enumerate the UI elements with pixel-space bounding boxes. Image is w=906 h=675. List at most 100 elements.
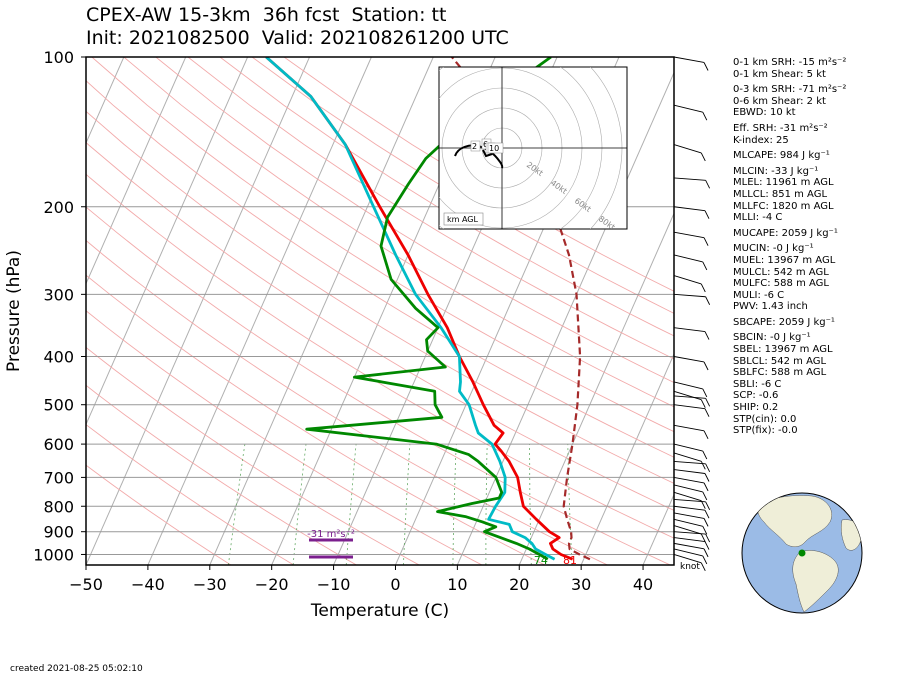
isotherm-line xyxy=(86,57,187,285)
wind-barb xyxy=(673,356,705,363)
wind-barb xyxy=(673,293,706,298)
x-tick-label: 30 xyxy=(571,575,591,594)
wind-barb-flag xyxy=(705,463,711,472)
dry-adiabat-line xyxy=(86,141,674,511)
wind-barb-flag xyxy=(702,261,708,271)
dry-adiabat-line xyxy=(86,173,674,539)
x-tick-label: −10 xyxy=(317,575,351,594)
wind-barb-flag xyxy=(704,210,710,219)
chart-title-line-2: Init: 2021082500 Valid: 202108261200 UTC xyxy=(86,27,509,49)
sounding-index: MUCAPE: 2059 J kg⁻¹ xyxy=(733,227,838,239)
station-location-marker xyxy=(798,549,806,557)
wind-barb xyxy=(673,554,702,564)
wind-barb xyxy=(673,491,702,502)
y-axis-ticks: 100 200 300 400 500 600 700 800 900 1000 xyxy=(33,48,86,564)
wind-barb-flag xyxy=(703,237,709,246)
y-tick-label: 400 xyxy=(43,348,74,367)
wind-barb-flag xyxy=(702,491,708,501)
sounding-index: 0-6 km Shear: 2 kt xyxy=(733,95,826,107)
surface-value-labels: 74 81 xyxy=(534,554,577,567)
sounding-index: 0-3 km SRH: -71 m²s⁻² xyxy=(733,84,847,96)
wind-barb xyxy=(673,390,702,401)
sounding-index: SBCAPE: 2059 J kg⁻¹ xyxy=(733,316,835,328)
dry-adiabat-line xyxy=(155,57,674,384)
isotherm-line xyxy=(86,57,310,565)
dry-adiabat-line xyxy=(86,310,483,565)
wind-barb-flag xyxy=(705,533,711,543)
sounding-index: MLCAPE: 984 J kg⁻¹ xyxy=(733,150,830,162)
wind-barb-flag xyxy=(700,283,706,293)
mixing-ratio-line xyxy=(403,444,411,565)
y-tick-label: 600 xyxy=(43,435,74,454)
isotherm-line xyxy=(580,352,674,565)
wind-barb xyxy=(673,498,706,503)
north-america-landmass xyxy=(757,495,832,547)
sounding-indices-panel: 0-1 km SRH: -15 m²s⁻² 0-1 km Shear: 5 kt 0… xyxy=(733,57,846,437)
wind-barb-flag xyxy=(703,548,709,558)
effective-srh-bar: -31 m²s⁻² xyxy=(307,529,355,559)
x-tick-label: −20 xyxy=(255,575,289,594)
x-tick-label: −50 xyxy=(69,575,103,594)
wind-barb-flag xyxy=(700,562,706,572)
wind-barb-flag xyxy=(703,62,709,71)
y-tick-label: 500 xyxy=(43,396,74,415)
y-tick-label: 700 xyxy=(43,468,74,487)
hodograph-unit-label: km AGL xyxy=(447,215,479,224)
sounding-index: MLLI: -4 C xyxy=(733,212,783,224)
wind-barb-flag xyxy=(703,361,709,371)
dry-adiabat-line xyxy=(86,110,674,484)
sounding-index: EBWD: 10 kt xyxy=(733,107,796,119)
dry-adiabat-line xyxy=(283,57,674,292)
hodograph-height-label: 2 xyxy=(472,142,477,151)
wind-barb xyxy=(673,177,706,181)
sounding-index: K-index: 25 xyxy=(733,134,789,146)
dry-adiabat-line xyxy=(251,57,674,314)
wind-barb xyxy=(673,381,703,390)
mixing-ratio-line xyxy=(529,444,532,565)
isotherm-line xyxy=(209,57,434,565)
wind-barb xyxy=(673,525,702,535)
dry-adiabat-line xyxy=(86,80,674,458)
wind-barb xyxy=(673,537,706,543)
wind-barb-flag xyxy=(700,152,706,162)
dry-adiabat-line xyxy=(86,206,671,565)
wind-barb xyxy=(673,231,705,239)
wind-barb-flag xyxy=(700,461,706,470)
wind-barb-flag xyxy=(703,518,709,527)
wind-barb-flag xyxy=(702,388,708,398)
dry-adiabat-line xyxy=(91,57,674,433)
barb-unit-label: knot xyxy=(680,562,700,572)
wind-barb xyxy=(673,452,702,462)
sounding-index: MUCIN: -0 J kg⁻¹ xyxy=(733,243,814,255)
dry-adiabat-line xyxy=(86,384,357,565)
x-tick-label: −30 xyxy=(193,575,227,594)
y-tick-label: 300 xyxy=(43,285,74,304)
sounding-index: Eff. SRH: -31 m²s⁻² xyxy=(733,122,828,134)
x-tick-label: 20 xyxy=(509,575,529,594)
sounding-index: SBLFC: 588 m AGL xyxy=(733,367,827,379)
south-america-landmass xyxy=(792,550,839,613)
sounding-index: STP(cin): 0.0 xyxy=(733,413,797,425)
wind-barb-flag xyxy=(704,331,710,340)
wind-barb-flag xyxy=(702,450,708,460)
dry-adiabat-line xyxy=(86,464,232,565)
y-tick-label: 200 xyxy=(43,198,74,217)
created-timestamp: created 2021-08-25 05:02:10 xyxy=(10,664,143,674)
wind-barb-flag xyxy=(702,111,708,121)
wind-barb-flag xyxy=(704,408,710,417)
chart-title-line-1: CPEX-AW 15-3km 36h fcst Station: tt xyxy=(86,4,447,26)
y-tick-label: 900 xyxy=(43,523,74,542)
mixing-ratio-line xyxy=(292,444,307,565)
wind-barb-flag xyxy=(700,533,706,543)
sounding-index: SHIP: 0.2 xyxy=(733,402,779,414)
isotherm-line xyxy=(456,71,674,565)
profile-line-1 xyxy=(265,57,556,561)
wind-barb xyxy=(673,56,705,63)
wind-barb xyxy=(673,484,703,493)
location-globe xyxy=(741,492,863,614)
wind-barb xyxy=(673,275,702,285)
wind-barb xyxy=(673,395,706,399)
x-axis-ticks: −50 −40 −30 −20 −10 0 10 20 30 40 xyxy=(69,565,653,594)
x-axis-label: Temperature (C) xyxy=(310,601,449,621)
